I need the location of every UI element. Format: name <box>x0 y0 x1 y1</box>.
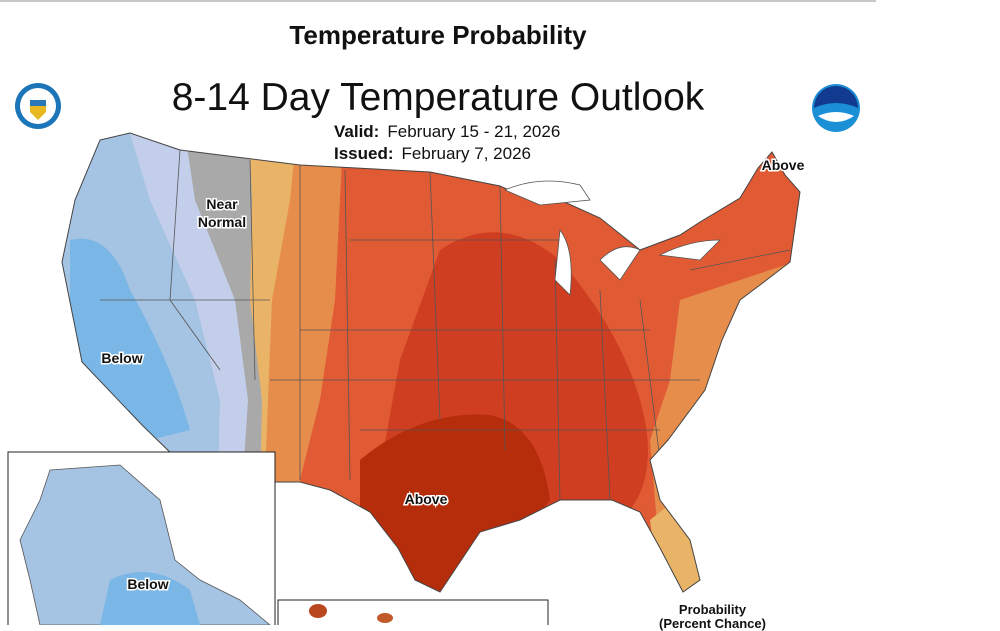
issued-date: Issued: February 7, 2026 <box>334 144 531 164</box>
great-lakes <box>503 180 721 296</box>
label-above-south: Above <box>405 491 448 507</box>
hawaii-inset <box>277 599 549 625</box>
valid-value: February 15 - 21, 2026 <box>387 122 561 141</box>
noaa-logo <box>812 84 860 132</box>
top-divider <box>0 0 876 2</box>
state-borders <box>100 149 791 501</box>
legend: Probability (Percent Chance) <box>650 603 775 631</box>
alaska-inset <box>7 451 276 625</box>
page-title: Temperature Probability <box>289 20 587 50</box>
label-near-normal-1: Near <box>206 196 238 212</box>
label-above-northeast: Above <box>762 157 805 173</box>
issued-value: February 7, 2026 <box>401 144 531 163</box>
valid-label: Valid: <box>334 122 380 141</box>
label-near-normal-2: Normal <box>198 214 246 230</box>
valid-dates: Valid: February 15 - 21, 2026 <box>334 122 560 142</box>
legend-title: Probability <box>678 602 747 617</box>
issued-label: Issued: <box>334 144 394 163</box>
legend-subtitle: (Percent Chance) <box>659 616 766 631</box>
commerce-seal-logo <box>15 83 61 129</box>
map-title: 8-14 Day Temperature Outlook <box>171 76 705 119</box>
label-below-alaska: Below <box>127 576 168 592</box>
us-outline <box>61 132 801 593</box>
label-below-west: Below <box>101 350 142 366</box>
